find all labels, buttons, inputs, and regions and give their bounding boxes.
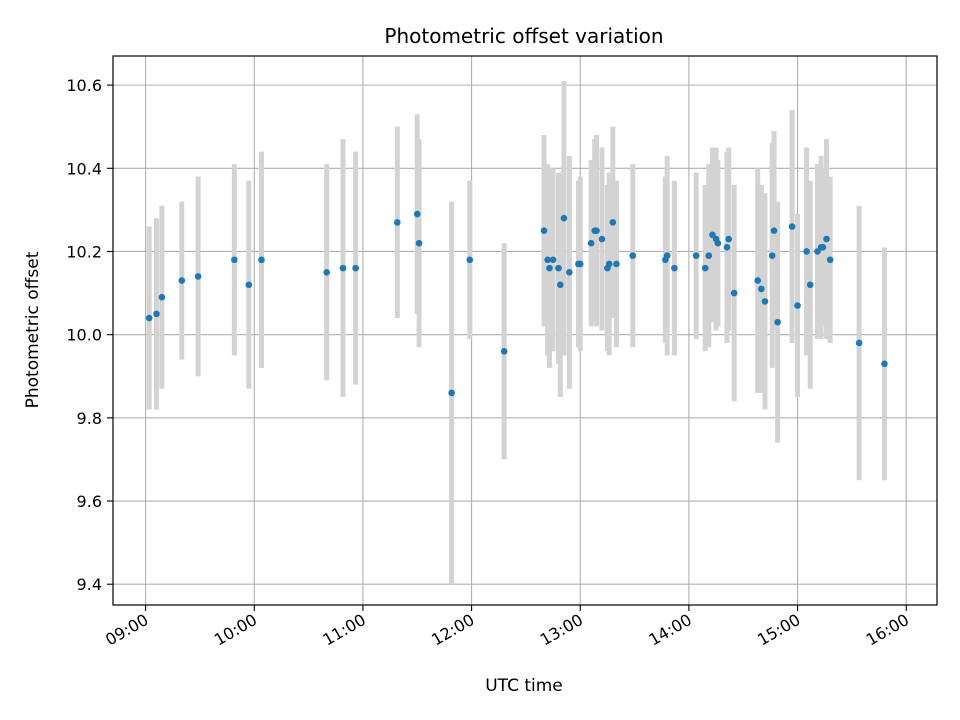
y-tick-label: 10.4	[66, 159, 102, 178]
data-point	[826, 256, 834, 264]
data-point	[557, 281, 564, 289]
data-point	[415, 239, 423, 247]
data-point	[605, 260, 613, 268]
data-point	[629, 252, 637, 259]
data-point	[566, 268, 573, 276]
data-point	[413, 210, 421, 218]
point-layer	[145, 210, 888, 397]
data-point	[855, 339, 863, 347]
data-point	[540, 227, 548, 234]
data-point	[339, 264, 347, 272]
data-point	[158, 293, 166, 301]
data-point	[394, 219, 401, 226]
data-point	[587, 239, 595, 247]
data-point	[593, 227, 600, 234]
y-axis-label: Photometric offset	[23, 251, 43, 408]
data-point	[466, 256, 474, 264]
data-point	[768, 252, 776, 259]
y-tick-label: 10.0	[66, 326, 102, 345]
plot-frame	[112, 55, 938, 606]
data-point	[725, 235, 733, 243]
data-point	[794, 302, 801, 309]
y-tick-label: 10.6	[66, 76, 102, 95]
data-point	[819, 244, 827, 251]
data-point	[613, 260, 620, 268]
data-point	[323, 268, 330, 276]
data-point	[500, 347, 508, 355]
data-point	[823, 235, 830, 243]
data-point	[730, 289, 738, 297]
chart-title: Photometric offset variation	[384, 24, 663, 48]
data-point	[598, 235, 606, 243]
data-point	[692, 252, 700, 259]
y-axis-ticks: 9.4 9.6 9.8 10.0 10.2 10.4 10.6	[66, 76, 113, 594]
data-point	[576, 260, 584, 268]
y-tick-label: 9.8	[77, 409, 102, 428]
data-point	[671, 264, 678, 272]
data-point	[758, 285, 765, 293]
data-point	[549, 256, 557, 264]
data-point	[546, 264, 553, 272]
data-point	[194, 273, 202, 280]
data-point	[806, 281, 814, 289]
data-point	[701, 264, 709, 272]
data-point	[788, 223, 796, 230]
data-point	[803, 248, 810, 255]
data-point	[705, 252, 713, 259]
data-point	[178, 277, 186, 284]
data-point	[723, 244, 731, 251]
data-point	[560, 214, 568, 222]
data-point	[754, 277, 762, 284]
data-point	[231, 256, 238, 264]
data-point	[544, 256, 551, 264]
data-point	[609, 219, 617, 226]
data-point	[555, 264, 562, 272]
data-point	[881, 360, 888, 368]
data-point	[448, 389, 455, 397]
data-point	[761, 298, 769, 305]
data-point	[258, 256, 265, 264]
data-point	[153, 310, 160, 318]
data-point	[663, 252, 671, 259]
data-point	[245, 281, 253, 289]
y-tick-label: 10.2	[66, 242, 102, 261]
data-point	[145, 314, 153, 322]
data-point	[770, 227, 778, 234]
data-point	[774, 318, 781, 326]
data-point	[352, 264, 359, 272]
y-tick-label: 9.6	[77, 492, 102, 511]
y-tick-label: 9.4	[77, 575, 102, 594]
x-axis-label: UTC time	[485, 676, 563, 696]
data-point	[714, 239, 722, 247]
